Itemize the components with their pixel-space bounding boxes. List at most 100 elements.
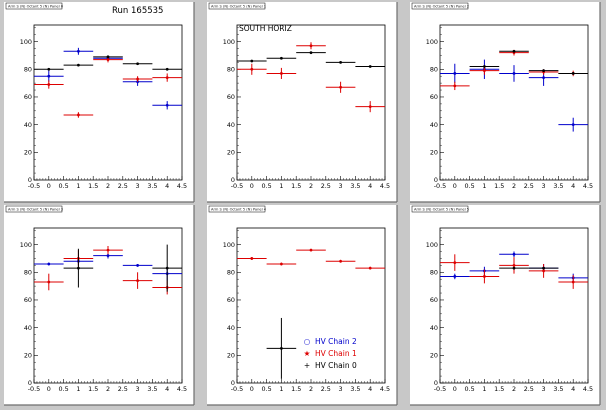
series-hv-chain-1	[440, 254, 588, 289]
x-tick-label: 3	[339, 182, 343, 190]
data-point-marker	[280, 262, 283, 266]
x-tick-label: 2	[512, 385, 516, 393]
chart-pad-2: Arm S (N) Octant 5 (N) Panel 1-0.5 0 0.5 1 1…	[207, 2, 398, 203]
y-tick-label: 20	[227, 352, 235, 360]
x-tick-label: 0.5	[59, 182, 69, 190]
pad-header-box	[411, 205, 469, 213]
data-point-marker	[136, 263, 140, 267]
x-tick-label: 2	[512, 182, 516, 190]
x-tick-label: 1	[482, 182, 486, 190]
x-tick-label: 2	[106, 385, 110, 393]
x-tick-label: -0.5	[231, 385, 243, 393]
series-hv-chain-1	[237, 248, 385, 270]
data-point-marker	[47, 262, 51, 266]
data-point-marker	[106, 248, 110, 252]
pad-background	[410, 205, 600, 405]
series-hv-chain-1	[34, 56, 182, 118]
pad-header-text: Arm S (N) Octant 5 (N) Panel 4	[211, 208, 267, 212]
data-point-marker	[136, 77, 140, 81]
data-point-marker	[453, 84, 457, 88]
run-title: Run 165535	[112, 6, 163, 16]
y-tick-label: 80	[227, 65, 235, 73]
pad-background	[4, 205, 194, 405]
x-tick-label: 1.5	[88, 182, 98, 190]
pad-background	[410, 2, 600, 202]
data-point-marker	[512, 252, 516, 256]
x-tick-label: 3.5	[553, 385, 563, 393]
legend-symbol: +	[304, 361, 310, 370]
y-tick-label: 80	[430, 268, 438, 276]
data-point-marker	[483, 69, 486, 73]
pad-background	[207, 2, 397, 202]
data-point-marker	[339, 60, 342, 64]
pad-header-box	[5, 205, 63, 213]
series-hv-chain-0	[34, 55, 182, 71]
x-tick-label: 4.5	[380, 182, 390, 190]
data-point-marker	[542, 269, 545, 273]
data-point-marker	[106, 58, 110, 61]
x-tick-label: 4.5	[583, 182, 593, 190]
data-point-marker	[250, 59, 254, 63]
x-tick-label: 3.5	[350, 182, 360, 190]
series-hv-chain-0	[63, 244, 182, 292]
x-tick-label: 3.5	[553, 182, 563, 190]
data-point-marker	[136, 279, 140, 282]
data-point-marker	[47, 74, 51, 78]
chart-pad-3: Arm S (N) Octant 5 (N) Panel 2-0.5 0 0.5 1 1…	[410, 2, 601, 203]
series-hv-chain-0	[499, 266, 559, 270]
legend-symbol: ○	[304, 337, 311, 346]
y-tick-label: 60	[430, 296, 438, 304]
x-tick-label: 2.5	[321, 385, 331, 393]
y-tick-label: 0	[28, 176, 32, 184]
data-point-marker	[77, 113, 80, 117]
data-point-marker	[571, 123, 575, 127]
y-tick-label: 0	[434, 176, 438, 184]
data-point-marker	[571, 72, 575, 75]
data-point-marker	[483, 65, 486, 68]
x-tick-label: 0	[47, 385, 51, 393]
y-tick-label: 20	[24, 149, 32, 157]
data-point-marker	[368, 65, 372, 68]
data-point-marker	[47, 83, 51, 86]
data-point-marker	[309, 248, 313, 252]
y-tick-label: 40	[24, 324, 32, 332]
chart-pad-4: Arm S (N) Octant 5 (N) Panel 3-0.5 0 0.5 1 1…	[4, 205, 195, 406]
data-point-marker	[77, 63, 80, 67]
x-tick-label: 4	[368, 385, 372, 393]
data-point-marker	[136, 62, 140, 66]
y-tick-label: 80	[24, 65, 32, 73]
data-point-marker	[165, 266, 169, 270]
data-point-marker	[368, 105, 372, 109]
x-tick-label: -0.5	[231, 182, 243, 190]
x-tick-label: 1	[76, 385, 80, 393]
x-tick-label: 3	[136, 385, 140, 393]
data-point-marker	[339, 259, 342, 263]
data-point-marker	[368, 266, 372, 270]
legend-label: HV Chain 0	[315, 361, 357, 370]
x-tick-label: 0	[47, 182, 51, 190]
x-tick-label: 1	[279, 385, 283, 393]
data-point-marker	[309, 51, 313, 55]
x-tick-label: 4	[165, 182, 169, 190]
data-point-marker	[250, 257, 254, 260]
data-point-marker	[309, 44, 313, 48]
legend-label: HV Chain 2	[315, 337, 357, 346]
x-tick-label: 4.5	[380, 385, 390, 393]
y-tick-label: 20	[24, 352, 32, 360]
x-tick-label: 1	[76, 182, 80, 190]
data-point-marker	[106, 254, 110, 258]
data-point-marker	[512, 263, 516, 267]
pad-header-text: Arm S (N) Octant 5 (N) Panel 3	[8, 208, 63, 212]
data-point-marker	[512, 266, 516, 270]
x-tick-label: 3	[542, 182, 546, 190]
pad-header-box	[411, 2, 469, 10]
x-tick-label: 2	[309, 385, 313, 393]
y-tick-label: 60	[24, 93, 32, 101]
x-tick-label: 4	[571, 385, 575, 393]
data-point-marker	[483, 275, 486, 278]
y-tick-label: 0	[28, 379, 32, 387]
x-tick-label: 0.5	[262, 385, 272, 393]
y-tick-label: 100	[223, 38, 235, 46]
y-tick-label: 40	[24, 121, 32, 129]
data-point-marker	[339, 85, 342, 89]
